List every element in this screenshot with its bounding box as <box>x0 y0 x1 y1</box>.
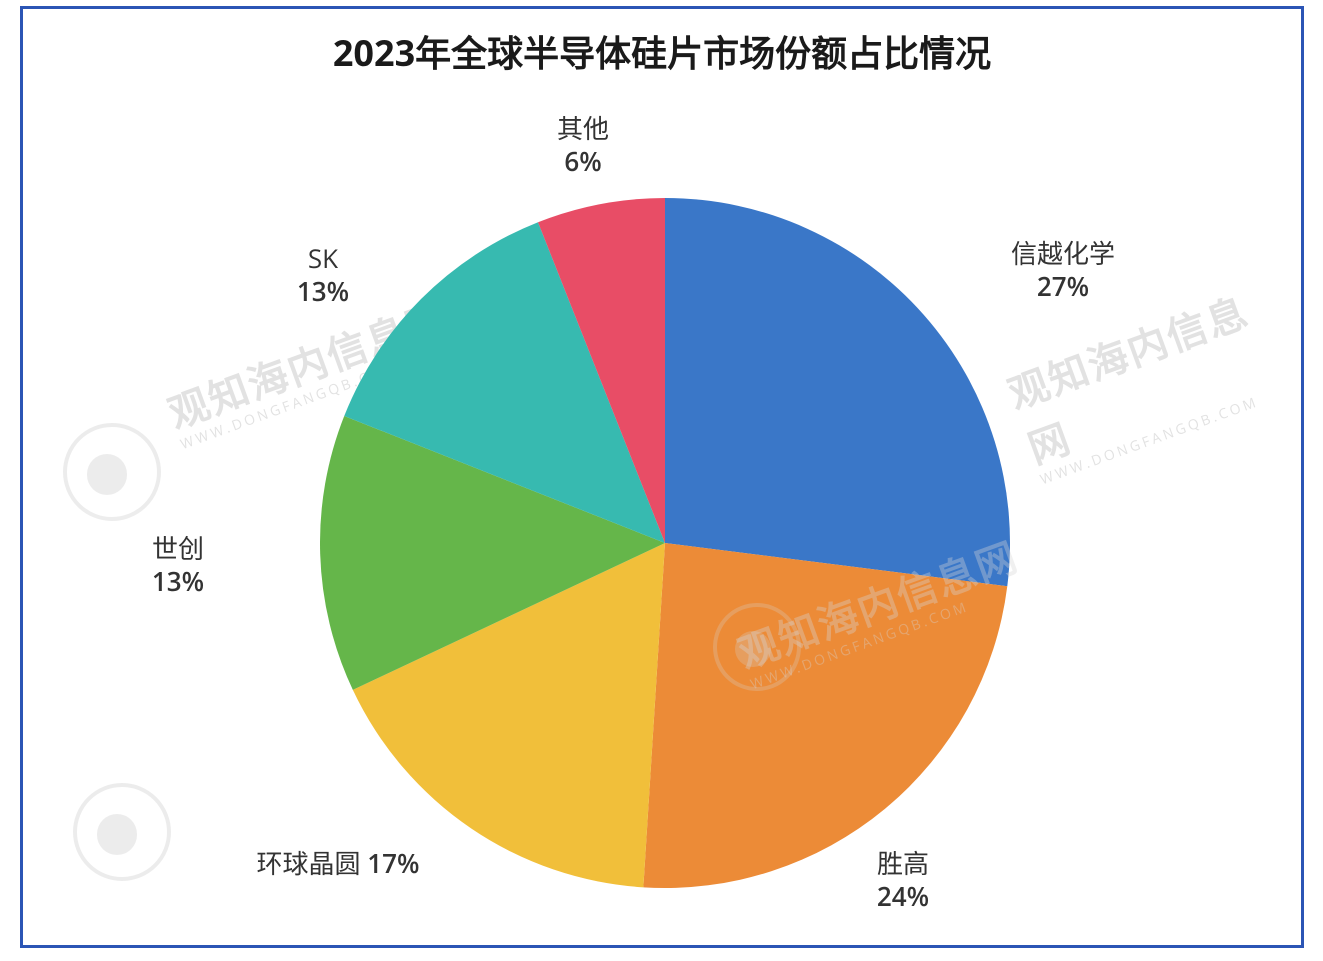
watermark-subtext: WWW.DONGFANGQB.COM <box>1038 373 1315 489</box>
pie-chart <box>320 198 1010 888</box>
slice-name: 世创 <box>152 532 204 565</box>
slice-label-1: 胜高24% <box>877 847 929 912</box>
slice-name: 其他 <box>557 112 609 145</box>
slice-label-3: 世创13% <box>152 532 204 597</box>
slice-label-2: 环球晶圆 17% <box>257 847 420 880</box>
slice-percent: 13% <box>297 275 349 308</box>
slice-label-0: 信越化学27% <box>1011 237 1115 302</box>
slice-percent: 24% <box>877 880 929 913</box>
slice-percent: 6% <box>557 145 609 178</box>
slice-name: 信越化学 <box>1011 237 1115 270</box>
watermark-eye-icon <box>73 783 171 881</box>
watermark-eye-icon <box>63 423 161 521</box>
slice-label-4: SK13% <box>297 242 349 307</box>
slice-percent: 17% <box>367 845 419 881</box>
chart-title: 2023年全球半导体硅片市场份额占比情况 <box>23 25 1301 77</box>
slice-percent: 13% <box>152 565 204 598</box>
pie-slice-1 <box>643 543 1007 888</box>
slice-name: 环球晶圆 <box>257 845 361 881</box>
chart-plot-area: 2023年全球半导体硅片市场份额占比情况 观知海内信息网WWW.DONGFANG… <box>20 6 1304 948</box>
pie-svg <box>320 198 1010 888</box>
slice-label-5: 其他6% <box>557 112 609 177</box>
chart-frame: 2023年全球半导体硅片市场份额占比情况 观知海内信息网WWW.DONGFANG… <box>0 0 1323 961</box>
slice-percent: 27% <box>1011 270 1115 303</box>
slice-name: 胜高 <box>877 847 929 880</box>
pie-slice-0 <box>665 198 1010 586</box>
slice-name: SK <box>297 242 349 275</box>
